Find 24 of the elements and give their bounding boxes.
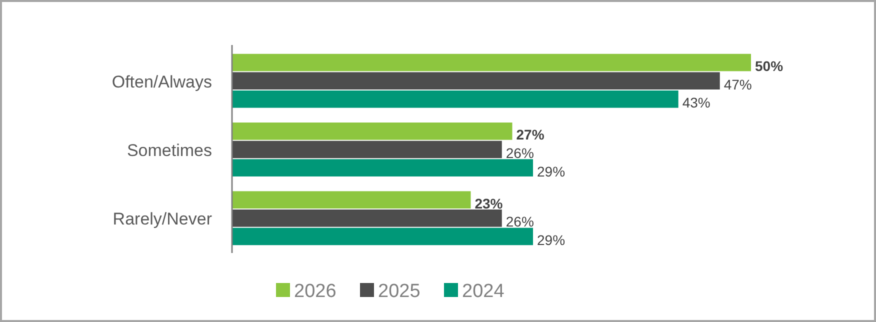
data-label: 23% <box>474 195 504 212</box>
y-tick-label: Sometimes <box>126 141 212 160</box>
y-tick-label: Rarely/Never <box>112 210 212 229</box>
y-tick-label: Often/Always <box>112 72 212 92</box>
data-label: 50% <box>755 58 784 74</box>
bar <box>232 191 471 209</box>
data-label: 26% <box>506 145 534 161</box>
bar <box>232 140 502 158</box>
data-label: 29% <box>537 232 566 248</box>
bar <box>232 54 751 72</box>
bar <box>232 72 720 90</box>
data-label: 43% <box>682 94 710 111</box>
bar <box>232 228 534 246</box>
bar <box>232 122 512 140</box>
data-label: 29% <box>537 163 566 180</box>
bar <box>232 90 678 108</box>
legend-label: 2024 <box>462 281 505 302</box>
bar <box>232 210 502 227</box>
legend-label: 2025 <box>378 281 420 302</box>
data-label: 47% <box>724 76 752 92</box>
bar <box>232 159 534 176</box>
legend-label: 2026 <box>294 281 336 302</box>
data-label: 27% <box>516 126 545 143</box>
data-label: 26% <box>506 214 534 230</box>
